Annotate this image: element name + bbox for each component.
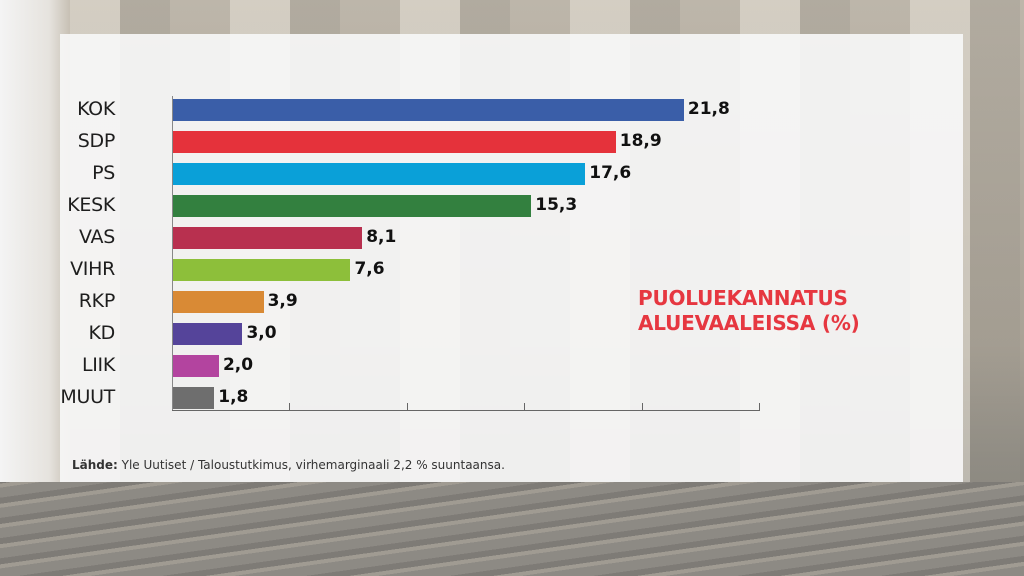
- bar: [172, 387, 215, 409]
- source-text: Yle Uutiset / Taloustutkimus, virhemargi…: [117, 458, 505, 472]
- category-label: VIHR: [70, 258, 115, 280]
- bar: [172, 131, 616, 153]
- value-label: 18,9: [619, 131, 662, 151]
- value-label: 1,8: [218, 387, 249, 407]
- bar-row: KD 3,0: [60, 322, 860, 345]
- category-label: RKP: [78, 290, 116, 312]
- bar: [172, 259, 351, 281]
- bar: [172, 99, 684, 121]
- category-label: KD: [88, 322, 116, 344]
- x-tick: [759, 403, 760, 411]
- bar-row: VIHR 7,6: [60, 258, 860, 281]
- background-sky: [0, 0, 70, 576]
- background-steps: [0, 482, 1024, 576]
- x-axis-line: [172, 410, 759, 411]
- x-tick: [524, 403, 526, 411]
- chart-title-line-1: PUOLUEKANNATUS: [638, 286, 848, 310]
- value-label: 15,3: [535, 195, 578, 215]
- category-label: VAS: [79, 226, 115, 248]
- bar: [172, 291, 264, 313]
- chart-panel: KOK 21,8 SDP 18,9 PS 17,6 KESK 15,3 VAS 8,1 VIHR 7,…: [60, 34, 963, 482]
- value-label: 17,6: [589, 163, 632, 183]
- bar: [172, 355, 219, 377]
- source-note: Lähde: Yle Uutiset / Taloustutkimus, vir…: [72, 458, 505, 472]
- x-tick: [641, 403, 643, 411]
- bar: [172, 227, 363, 249]
- chart-title-line-2: ALUEVAALEISSA (%): [638, 311, 860, 335]
- bar-row: VAS 8,1: [60, 226, 860, 249]
- category-label: KESK: [67, 194, 115, 216]
- x-tick: [406, 403, 408, 411]
- category-label: PS: [92, 162, 115, 184]
- bar-row: KESK 15,3: [60, 194, 860, 217]
- bar: [172, 163, 586, 185]
- bar-row: KOK 21,8: [60, 98, 860, 121]
- value-label: 3,0: [246, 323, 277, 343]
- bar-row: SDP 18,9: [60, 130, 860, 153]
- bar-row: LIIK 2,0: [60, 354, 860, 377]
- bar: [172, 323, 243, 345]
- category-label: KOK: [77, 98, 115, 120]
- bar-row: MUUT 1,8: [60, 386, 860, 409]
- x-tick: [289, 403, 291, 411]
- value-label: 3,9: [267, 291, 298, 311]
- category-label: MUUT: [60, 386, 115, 408]
- value-label: 7,6: [354, 259, 385, 279]
- bar: [172, 195, 532, 217]
- chart-title: PUOLUEKANNATUS ALUEVAALEISSA (%): [638, 286, 860, 336]
- value-label: 8,1: [366, 227, 397, 247]
- value-label: 21,8: [687, 99, 730, 119]
- y-axis-line: [172, 96, 173, 411]
- bar-row: PS 17,6: [60, 162, 860, 185]
- bar-row: RKP 3,9: [60, 290, 860, 313]
- category-label: SDP: [77, 130, 116, 152]
- value-label: 2,0: [222, 355, 254, 375]
- source-label: Lähde:: [72, 458, 118, 472]
- category-label: LIIK: [81, 354, 115, 376]
